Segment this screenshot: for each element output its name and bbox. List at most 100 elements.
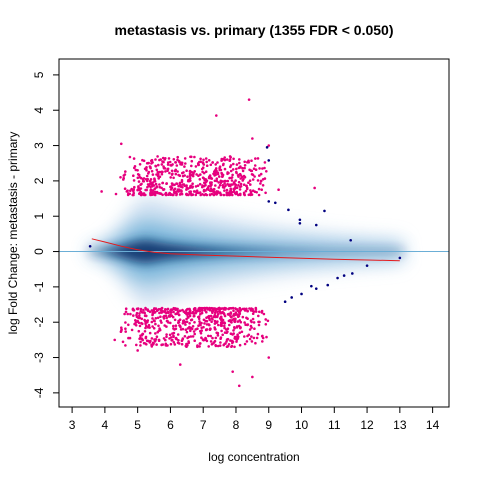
significant-point bbox=[192, 314, 196, 318]
notable-point bbox=[274, 201, 277, 205]
y-tick-label: 4 bbox=[32, 107, 46, 114]
significant-point bbox=[184, 162, 187, 165]
significant-point bbox=[203, 338, 207, 342]
significant-point bbox=[127, 323, 130, 327]
y-tick-label: 2 bbox=[32, 177, 46, 184]
significant-point bbox=[243, 164, 247, 167]
significant-point bbox=[213, 319, 217, 323]
significant-point bbox=[196, 184, 200, 187]
significant-point bbox=[263, 161, 267, 164]
significant-point bbox=[232, 329, 235, 332]
significant-point bbox=[180, 339, 184, 343]
significant-point bbox=[252, 336, 256, 340]
significant-point bbox=[174, 161, 177, 164]
significant-point bbox=[200, 326, 203, 330]
significant-point bbox=[172, 193, 175, 197]
significant-point bbox=[144, 335, 148, 339]
significant-point bbox=[182, 319, 185, 323]
significant-point bbox=[251, 178, 255, 181]
significant-point bbox=[235, 167, 238, 171]
significant-point bbox=[211, 161, 214, 164]
significant-point bbox=[214, 336, 218, 340]
plot-frame bbox=[58, 58, 450, 408]
significant-point bbox=[183, 174, 186, 177]
significant-point bbox=[249, 169, 253, 172]
significant-point bbox=[193, 321, 196, 324]
significant-point bbox=[240, 330, 244, 334]
significant-point bbox=[223, 321, 226, 324]
significant-point bbox=[237, 324, 241, 328]
significant-point bbox=[167, 157, 171, 160]
significant-point bbox=[151, 312, 154, 316]
significant-point bbox=[214, 184, 217, 187]
significant-point bbox=[199, 329, 202, 333]
significant-point bbox=[253, 164, 257, 167]
significant-point bbox=[188, 325, 191, 329]
significant-point bbox=[145, 169, 148, 172]
notable-point bbox=[267, 200, 271, 203]
significant-point bbox=[174, 324, 178, 328]
significant-point bbox=[234, 318, 237, 322]
significant-point bbox=[165, 182, 168, 185]
significant-point bbox=[164, 308, 167, 311]
significant-point bbox=[228, 319, 232, 322]
significant-point bbox=[253, 327, 256, 331]
significant-point bbox=[235, 186, 238, 190]
significant-point bbox=[190, 155, 193, 159]
significant-point bbox=[233, 187, 236, 191]
significant-point bbox=[205, 160, 208, 164]
significant-point bbox=[224, 342, 227, 345]
significant-point bbox=[228, 176, 231, 180]
significant-point bbox=[138, 175, 141, 179]
significant-point bbox=[238, 158, 241, 161]
significant-point bbox=[193, 170, 196, 173]
significant-point bbox=[147, 170, 151, 174]
significant-point bbox=[132, 157, 136, 160]
significant-point bbox=[245, 340, 249, 343]
significant-point bbox=[255, 336, 259, 340]
significant-point bbox=[254, 308, 258, 311]
notable-points bbox=[88, 146, 402, 304]
significant-point bbox=[179, 328, 183, 331]
significant-point bbox=[152, 327, 156, 330]
significant-point bbox=[219, 193, 222, 197]
significant-point bbox=[128, 192, 131, 196]
significant-point bbox=[181, 183, 184, 186]
significant-point bbox=[136, 173, 140, 176]
significant-point bbox=[178, 363, 182, 366]
significant-point bbox=[144, 308, 148, 311]
significant-point bbox=[231, 370, 234, 373]
significant-point bbox=[233, 335, 237, 339]
significant-point bbox=[209, 340, 213, 343]
significant-point bbox=[132, 174, 135, 177]
significant-point bbox=[179, 192, 182, 196]
significant-point bbox=[218, 183, 222, 187]
significant-point bbox=[163, 167, 167, 170]
significant-point bbox=[180, 342, 184, 346]
significant-point bbox=[166, 167, 170, 171]
significant-point bbox=[165, 316, 168, 320]
significant-point bbox=[211, 317, 214, 321]
chart-title: metastasis vs. primary (1355 FDR < 0.050… bbox=[115, 22, 394, 38]
significant-point bbox=[122, 174, 126, 177]
significant-point bbox=[213, 315, 217, 319]
significant-point bbox=[250, 335, 253, 338]
significant-point bbox=[261, 178, 265, 181]
significant-point bbox=[251, 375, 254, 379]
significant-point bbox=[209, 314, 213, 318]
significant-point bbox=[258, 167, 261, 170]
y-tick-label: 1 bbox=[32, 213, 46, 220]
significant-point bbox=[154, 307, 158, 310]
significant-point bbox=[211, 336, 214, 340]
significant-point bbox=[215, 177, 219, 180]
significant-point bbox=[238, 319, 241, 322]
significant-point bbox=[145, 174, 149, 178]
significant-point bbox=[244, 189, 248, 193]
significant-point bbox=[243, 192, 246, 196]
significant-point bbox=[139, 334, 142, 338]
significant-point bbox=[159, 158, 162, 161]
significant-point bbox=[148, 326, 151, 329]
significant-point bbox=[216, 314, 219, 318]
significant-point bbox=[213, 174, 216, 177]
significant-point bbox=[137, 180, 141, 183]
